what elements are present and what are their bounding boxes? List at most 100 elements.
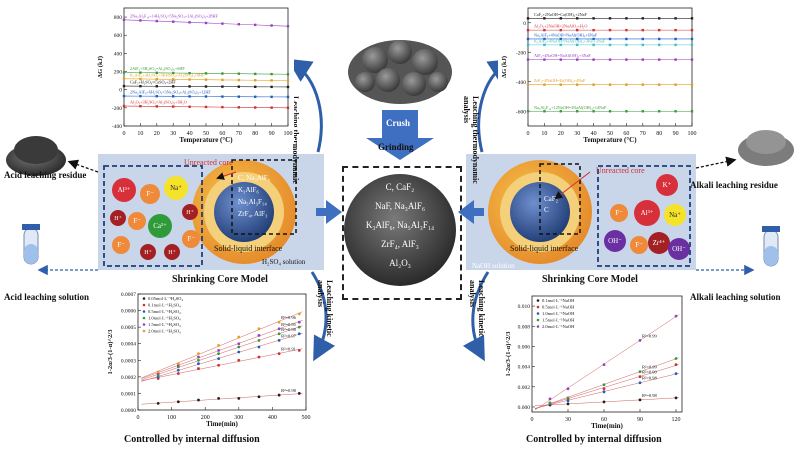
y-tick-label: 0.008 [518, 324, 531, 330]
data-point [658, 37, 661, 41]
data-point [641, 43, 644, 47]
data-point [277, 327, 281, 331]
data-point [270, 79, 273, 82]
ion-label: H⁺ [114, 215, 122, 222]
data-point [559, 110, 562, 113]
data-point [690, 17, 694, 20]
x-tick-label: 40 [187, 131, 193, 137]
data-point [592, 110, 595, 113]
data-point [237, 342, 241, 346]
data-point [559, 43, 562, 47]
data-point [197, 358, 200, 362]
composition-line: NaF, Na₃AlF₆ [374, 201, 426, 211]
data-point [188, 78, 191, 81]
data-point [641, 17, 644, 20]
ion-label: F⁻ [187, 235, 195, 243]
data-point [674, 363, 678, 366]
data-point [254, 72, 257, 76]
data-point [197, 398, 200, 402]
acid-kinetic-arrow [310, 271, 336, 362]
data-point [526, 110, 530, 113]
data-point [638, 338, 642, 342]
ion-label: H⁺ [168, 249, 176, 256]
x-axis-label: Time(min) [206, 420, 238, 428]
data-point [270, 106, 273, 109]
x-tick-label: 80 [656, 131, 662, 137]
alkali-ion-na: Na⁺ [664, 204, 686, 226]
ion-label: F⁻ [635, 241, 643, 249]
data-point [641, 58, 644, 61]
alkali-core-pointer [554, 171, 591, 200]
ion-label: F⁻ [615, 209, 623, 217]
r2-label: R²=0.98 [642, 376, 658, 381]
data-point [270, 72, 273, 76]
data-point [674, 17, 677, 20]
data-point [658, 110, 661, 113]
alkali-solution-tag: NaOH solution [472, 262, 515, 270]
acid-ion-ca: Ca²⁺ [148, 214, 172, 238]
acid-residue-image [6, 136, 66, 176]
data-point [176, 372, 180, 375]
data-point [257, 327, 261, 331]
data-point [204, 85, 208, 88]
data-point [217, 397, 221, 400]
data-point [139, 105, 142, 108]
data-point [172, 95, 175, 98]
y-tick-label: 0 [119, 88, 122, 94]
acid-big-arrow [316, 200, 342, 224]
data-point [576, 17, 579, 20]
data-point [674, 58, 677, 61]
data-point [122, 18, 126, 21]
legend-label: 0.1mol·L⁻¹NaOH [542, 298, 575, 303]
data-point [286, 95, 290, 99]
alkali-kinetic-chart: 0 30 60 90 120 0.000 0.002 0.004 0.006 0.008 0.010… [502, 292, 688, 430]
y-tick-label: 0.0001 [121, 391, 136, 397]
data-point [674, 357, 678, 360]
data-point [155, 85, 158, 88]
crushed-ore-image [348, 40, 452, 104]
series-label: K₃AlF₆+3H₂SO₄=3KHSO₄+Al₂(SO₄)₃+6HF [130, 72, 205, 77]
y-tick-label: -200 [112, 106, 122, 112]
acid-ion-h: H⁺ [140, 244, 156, 260]
x-tick-label: 70 [640, 131, 646, 137]
fit-line [141, 393, 303, 405]
data-point [690, 110, 694, 113]
acid-shrinking-core-sphere [192, 159, 297, 264]
data-point [286, 24, 290, 28]
data-point [155, 95, 158, 98]
x-tick-label: 0 [531, 417, 534, 423]
series-label: 2Na₃AlF₆+6H₂SO₄=3Na₂SO₄+Al₂(SO₄)₃+12HF [130, 90, 211, 95]
composition-line: K₃AlF₆, Na₅Al₃F₁₄ [365, 220, 435, 230]
data-point [188, 71, 191, 75]
alkali-thermo-label: Leaching thermodynamic analysis [462, 96, 480, 184]
x-tick-label: 50 [607, 131, 613, 137]
data-point [625, 58, 628, 61]
data-point [566, 396, 570, 400]
data-point [566, 387, 570, 391]
acid-core-pointer [216, 171, 237, 180]
data-point [221, 95, 224, 98]
x-tick-label: 60 [623, 131, 629, 137]
data-point [221, 72, 224, 75]
x-tick-label: 0 [137, 415, 140, 421]
acid-controlled-label: Controlled by internal diffusion [124, 434, 260, 445]
ion-label: Na⁺ [170, 184, 182, 192]
data-point [674, 314, 678, 318]
x-tick-label: 100 [284, 131, 293, 137]
data-point [608, 110, 612, 113]
series-label: K₃AlF₆+4NaOH=NaAl(OH)₄+3KF+3NaF [534, 38, 606, 43]
data-point [602, 400, 606, 404]
data-point [122, 104, 126, 108]
y-tick-label: 0.006 [518, 344, 531, 350]
data-point [217, 363, 221, 367]
series-label: Na₃AlF₆+4NaOH=NaAl(OH)₄+6NaF [534, 32, 598, 37]
fit-line [141, 320, 303, 379]
x-tick-label: 80 [252, 131, 258, 137]
x-tick-label: 30 [170, 131, 176, 137]
alkali-residue-label: Alkali leaching residue [690, 180, 778, 190]
y-tick-label: 0.0005 [121, 325, 136, 331]
fit-line [141, 311, 303, 379]
legend-label: 1.5mol·L⁻¹NaOH [542, 318, 575, 323]
data-point [297, 392, 301, 395]
data-point [217, 348, 221, 352]
